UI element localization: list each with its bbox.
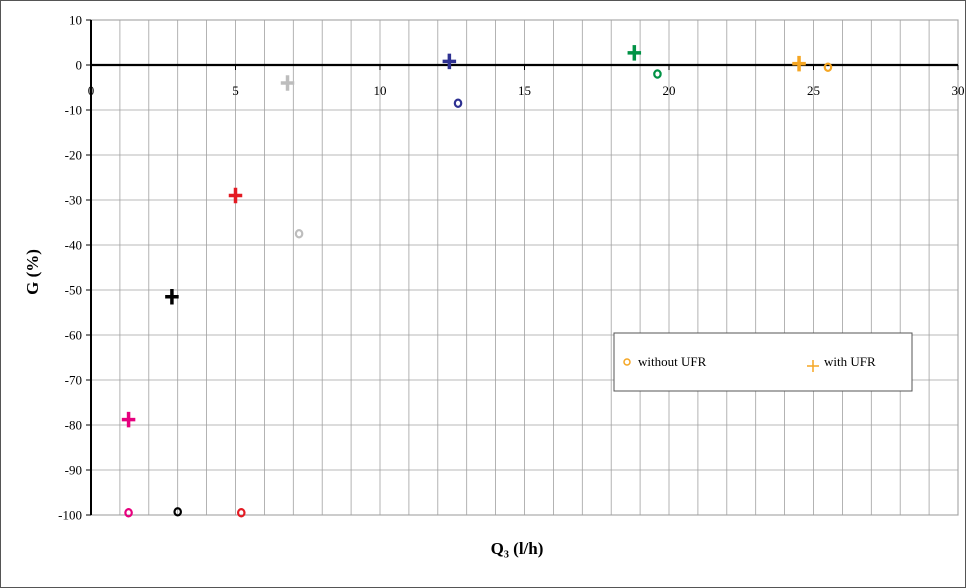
y-tick-label: -20: [65, 148, 82, 163]
legend: without UFR with UFR: [613, 332, 913, 392]
point-with-ufr: [121, 411, 136, 428]
legend-with-ufr-marker: [807, 360, 819, 372]
point-with-ufr: [627, 45, 642, 61]
point-with-ufr: [442, 53, 457, 70]
y-tick-label: -40: [65, 238, 82, 253]
y-tick-label: 10: [69, 13, 82, 28]
legend-without-ufr-marker: [623, 358, 631, 366]
x-tick-label: 20: [663, 83, 676, 98]
point-with-ufr: [792, 55, 806, 72]
x-tick-label: 25: [807, 83, 820, 98]
y-tick-label: 0: [76, 58, 83, 73]
point-with-ufr: [228, 187, 243, 204]
x-tick-label: 5: [232, 83, 239, 98]
point-without-ufr: [294, 229, 304, 239]
y-tick-label: -80: [65, 418, 82, 433]
x-tick-label: 15: [518, 83, 531, 98]
point-without-ufr: [823, 62, 833, 72]
grid: [90, 19, 959, 516]
legend-without-ufr-label: without UFR: [638, 354, 707, 369]
point-without-ufr: [236, 508, 246, 518]
y-tick-label: -50: [65, 283, 82, 298]
x-axis-title: Q₃ (l/h): [491, 539, 544, 558]
point-with-ufr: [280, 75, 295, 91]
axes: [86, 19, 959, 516]
legend-with-ufr-label: with UFR: [824, 354, 876, 369]
y-tick-label: -30: [65, 193, 82, 208]
y-tick-label: -10: [65, 103, 82, 118]
point-without-ufr: [173, 507, 183, 517]
tick-labels: 10 0 -10 -20 -30 -40 -50 -60 -70 -80 -90 -100 0 5 10 15…: [58, 13, 964, 523]
y-tick-label: -60: [65, 328, 82, 343]
point-without-ufr: [453, 98, 463, 108]
y-tick-label: -90: [65, 463, 82, 478]
point-without-ufr: [653, 69, 662, 79]
legend-box: [613, 332, 913, 392]
x-tick-label: 10: [374, 83, 387, 98]
y-tick-label: -70: [65, 373, 82, 388]
data-points: [121, 45, 833, 518]
x-tick-label: 30: [952, 83, 965, 98]
point-without-ufr: [124, 508, 133, 518]
y-axis-title: G (%): [23, 249, 42, 295]
y-tick-label: -100: [58, 508, 82, 523]
point-with-ufr: [165, 289, 179, 305]
x-tick-label: 0: [88, 83, 95, 98]
